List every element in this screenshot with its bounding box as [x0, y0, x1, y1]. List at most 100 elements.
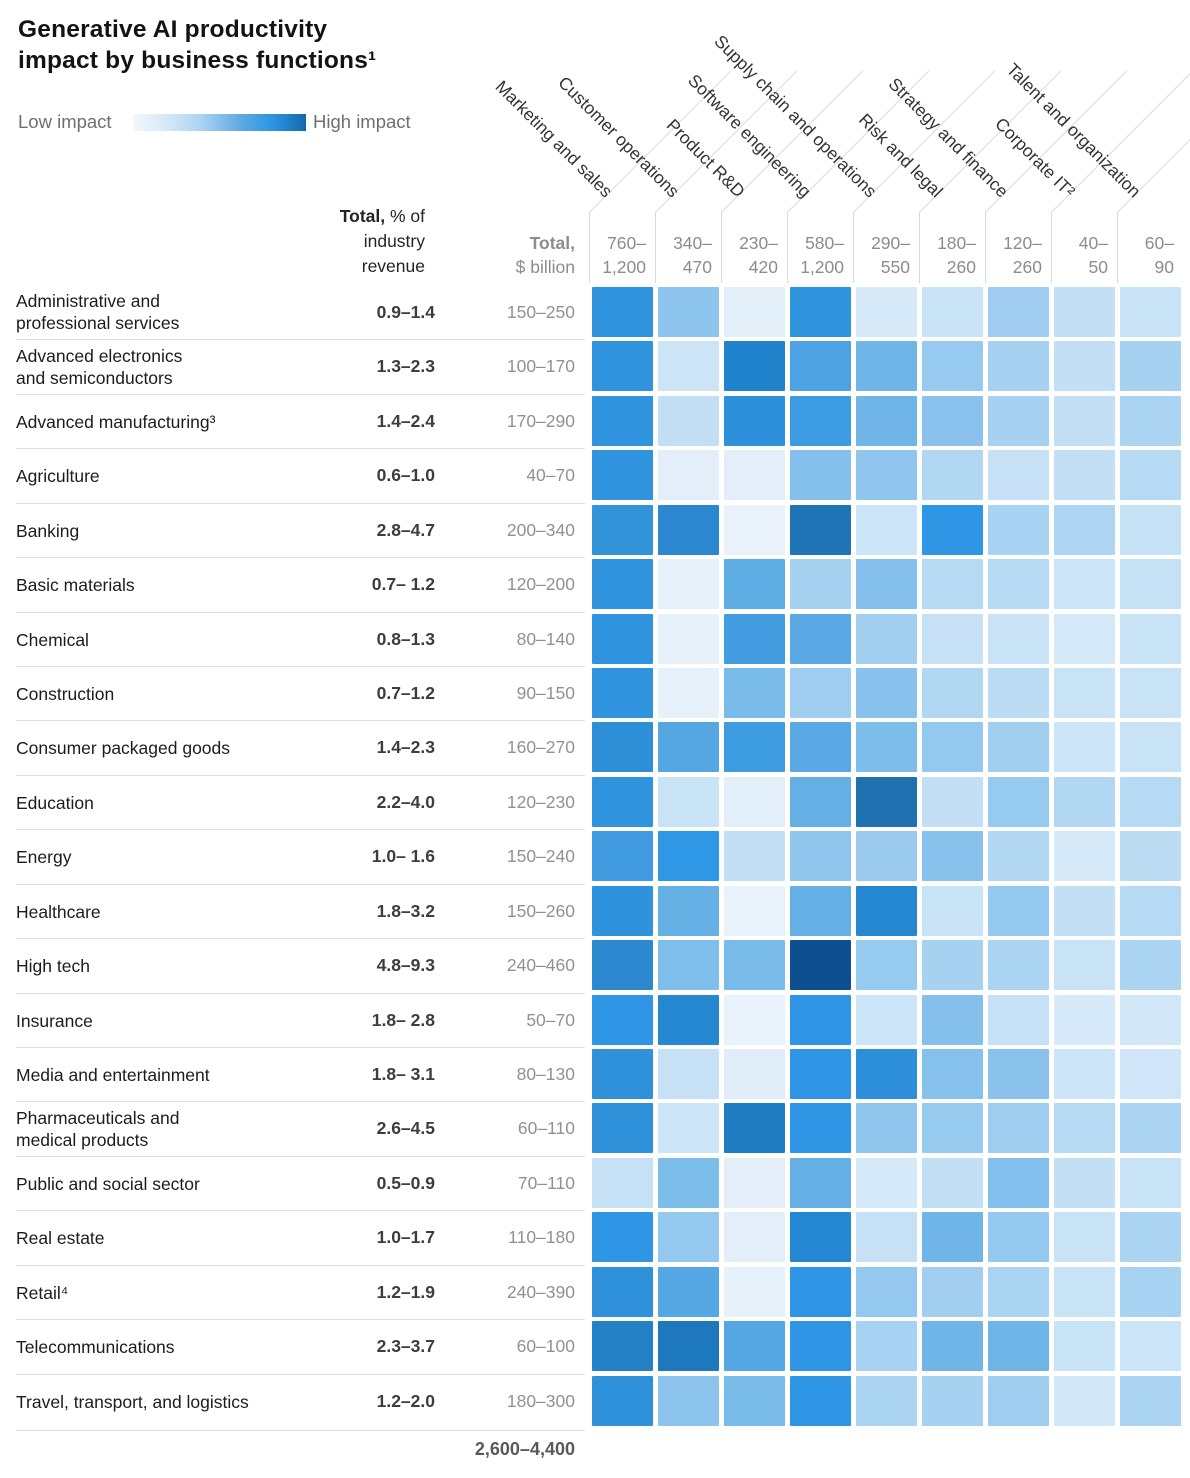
industry-label: High tech — [16, 955, 335, 977]
row-pct-of-revenue: 1.4–2.3 — [376, 737, 435, 757]
heatmap-cell — [724, 1158, 785, 1208]
heatmap-cell — [922, 1321, 983, 1371]
industry-label-line: Basic materials — [16, 574, 135, 595]
heatmap-cell — [592, 1376, 653, 1426]
heatmap-cell — [790, 341, 851, 391]
heatmap-cell — [856, 777, 917, 827]
heatmap-cell — [922, 1049, 983, 1099]
heatmap-cell — [988, 1158, 1049, 1208]
industry-label: Energy — [16, 846, 335, 868]
table-row: Agriculture 0.6–1.0 40–70 — [16, 448, 585, 502]
heatmap-cell — [1054, 995, 1115, 1045]
heatmap-cell — [1054, 722, 1115, 772]
industry-label-line: Advanced electronics — [16, 345, 183, 366]
heatmap-cell — [658, 668, 719, 718]
heatmap-cell — [592, 940, 653, 990]
column-total-line: 760– — [607, 233, 646, 253]
industry-label: Banking — [16, 520, 335, 542]
heatmap-cell — [790, 1212, 851, 1262]
page-title: Generative AI productivity impact by bus… — [18, 14, 376, 76]
heatmap-cell — [988, 995, 1049, 1045]
heatmap-cell — [592, 450, 653, 500]
heatmap-cell — [724, 1376, 785, 1426]
industry-label: Healthcare — [16, 901, 335, 923]
heatmap-cell — [790, 396, 851, 446]
industry-label: Construction — [16, 683, 335, 705]
column-total-line: 60– — [1144, 233, 1174, 253]
industry-label-line: High tech — [16, 955, 90, 976]
heatmap-cell — [790, 1158, 851, 1208]
heatmap-cell — [724, 722, 785, 772]
row-total-billion: 60–100 — [516, 1336, 575, 1356]
industry-label-line: Retail⁴ — [16, 1282, 69, 1303]
heatmap-cell — [592, 505, 653, 555]
heatmap-cell — [856, 722, 917, 772]
industry-label-line: Pharmaceuticals and — [16, 1107, 180, 1128]
industry-label: Administrative and professional services — [16, 290, 335, 334]
column-separator-notch — [1117, 212, 1118, 283]
heatmap-cell — [658, 614, 719, 664]
column-total-line: 120– — [1003, 233, 1042, 253]
title-line-2: impact by business functions¹ — [18, 47, 377, 74]
column-separator-notch — [721, 212, 722, 283]
row-pct-of-revenue: 1.0–1.7 — [376, 1227, 435, 1247]
column-total-line: 260 — [946, 257, 976, 277]
heatmap-cell — [988, 722, 1049, 772]
column-total-billion: 180– 260 — [916, 231, 982, 279]
row-total-billion: 200–340 — [506, 520, 575, 540]
heatmap-cell — [592, 1103, 653, 1153]
pct-header-rest: % of — [385, 206, 425, 226]
table-row: Advanced electronics and semiconductors 1.… — [16, 339, 585, 393]
row-pct-of-revenue: 0.8–1.3 — [376, 629, 435, 649]
heatmap-cell — [724, 777, 785, 827]
column-total-billion: 60– 90 — [1114, 231, 1180, 279]
column-total-billion: 760– 1,200 — [586, 231, 652, 279]
industry-label-line: Banking — [16, 520, 80, 541]
heatmap-cell — [1054, 940, 1115, 990]
industry-label-line: medical products — [16, 1129, 149, 1150]
pct-header-bold: Total, — [339, 206, 386, 226]
industry-label-line: Healthcare — [16, 901, 101, 922]
heatmap-cell — [790, 722, 851, 772]
heatmap-cell — [1120, 1103, 1181, 1153]
heatmap-cell — [1120, 1321, 1181, 1371]
row-total-billion: 90–150 — [516, 683, 575, 703]
heatmap-cell — [1120, 886, 1181, 936]
pct-header-line3: revenue — [361, 256, 425, 276]
industry-label: Travel, transport, and logistics — [16, 1391, 335, 1413]
row-pct-of-revenue: 2.6–4.5 — [376, 1118, 435, 1138]
table-row: Basic materials 0.7– 1.2 120–200 — [16, 557, 585, 611]
heatmap-cell — [724, 886, 785, 936]
heatmap-cell — [1054, 668, 1115, 718]
row-total-billion: 150–240 — [506, 846, 575, 866]
column-total-billion: 290– 550 — [850, 231, 916, 279]
heatmap-cell — [724, 1212, 785, 1262]
heatmap-cell — [856, 940, 917, 990]
heatmap-cell — [658, 1376, 719, 1426]
table-row: Banking 2.8–4.7 200–340 — [16, 503, 585, 557]
industry-label: Basic materials — [16, 574, 335, 596]
row-total-billion: 180–300 — [506, 1391, 575, 1411]
heatmap-cell — [592, 831, 653, 881]
heatmap-cell — [724, 287, 785, 337]
heatmap-cell — [922, 396, 983, 446]
heatmap-cell — [592, 287, 653, 337]
heatmap-cell — [988, 559, 1049, 609]
heatmap-cell — [856, 505, 917, 555]
industry-label: Education — [16, 792, 335, 814]
row-pct-of-revenue: 0.7–1.2 — [376, 683, 435, 703]
pct-of-revenue-header: Total, % of industry revenue — [225, 204, 425, 279]
heatmap-cell — [790, 505, 851, 555]
column-total-billion: 120– 260 — [982, 231, 1048, 279]
industry-label: Advanced manufacturing³ — [16, 411, 335, 433]
heatmap-cell — [1120, 614, 1181, 664]
heatmap-cell — [790, 995, 851, 1045]
heatmap-cell — [724, 341, 785, 391]
heatmap-cell — [922, 559, 983, 609]
heatmap-cell — [922, 1267, 983, 1317]
heatmap-cell — [592, 1049, 653, 1099]
row-pct-of-revenue: 0.5–0.9 — [376, 1173, 435, 1193]
industry-label: Retail⁴ — [16, 1282, 335, 1304]
heatmap-cell — [592, 886, 653, 936]
heatmap-cell — [1120, 995, 1181, 1045]
